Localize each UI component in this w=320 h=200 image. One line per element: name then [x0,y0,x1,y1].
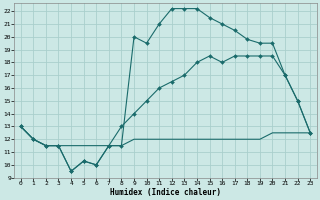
X-axis label: Humidex (Indice chaleur): Humidex (Indice chaleur) [110,188,221,197]
